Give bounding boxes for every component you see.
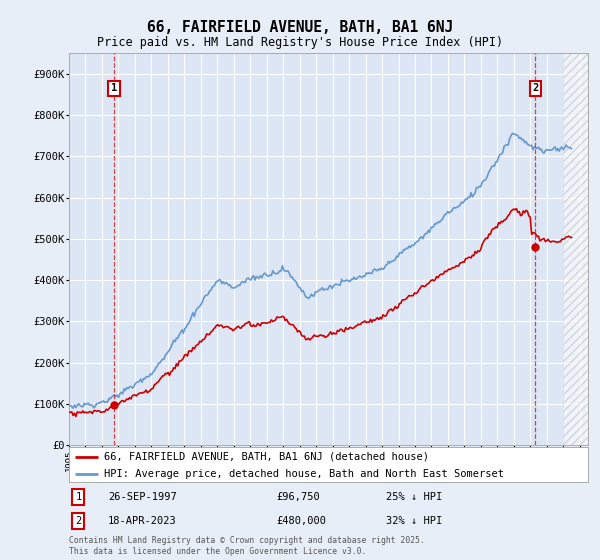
Text: 66, FAIRFIELD AVENUE, BATH, BA1 6NJ (detached house): 66, FAIRFIELD AVENUE, BATH, BA1 6NJ (det… — [104, 451, 429, 461]
Text: 32% ↓ HPI: 32% ↓ HPI — [386, 516, 442, 526]
Text: 2: 2 — [75, 516, 82, 526]
Text: 25% ↓ HPI: 25% ↓ HPI — [386, 492, 442, 502]
Bar — [563, 53, 588, 445]
Text: £480,000: £480,000 — [277, 516, 326, 526]
Text: Contains HM Land Registry data © Crown copyright and database right 2025.
This d: Contains HM Land Registry data © Crown c… — [69, 536, 425, 556]
Text: 26-SEP-1997: 26-SEP-1997 — [108, 492, 176, 502]
Text: HPI: Average price, detached house, Bath and North East Somerset: HPI: Average price, detached house, Bath… — [104, 469, 504, 479]
Text: 2: 2 — [532, 83, 538, 94]
Text: 18-APR-2023: 18-APR-2023 — [108, 516, 176, 526]
Text: 1: 1 — [75, 492, 82, 502]
Text: 1: 1 — [111, 83, 117, 94]
Text: Price paid vs. HM Land Registry's House Price Index (HPI): Price paid vs. HM Land Registry's House … — [97, 36, 503, 49]
Text: 66, FAIRFIELD AVENUE, BATH, BA1 6NJ: 66, FAIRFIELD AVENUE, BATH, BA1 6NJ — [147, 20, 453, 35]
Text: £96,750: £96,750 — [277, 492, 320, 502]
